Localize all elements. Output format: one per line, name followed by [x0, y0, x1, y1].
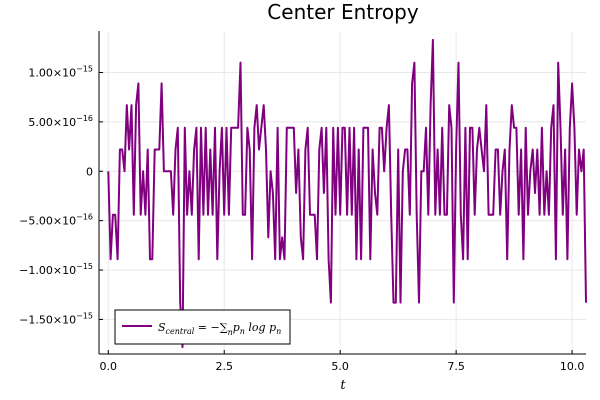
- legend: Scentral = −∑npn log pn: [114, 309, 291, 345]
- y-tick-label: −1.00×10−15: [19, 262, 93, 277]
- y-tick-label: 5.00×10−16: [28, 114, 93, 129]
- ticks: 0.0 2.5 5.0 7.5 10.0 −1.50×10−15 −1.00×10−15 −5…: [19, 64, 584, 373]
- plot-area: [107, 38, 587, 349]
- series-line: [107, 38, 587, 349]
- x-axis-label: t: [340, 378, 346, 393]
- axes: [98, 31, 586, 355]
- legend-label: Scentral = −∑npn log pn: [158, 321, 281, 337]
- y-tick-label: −5.00×10−16: [19, 213, 93, 228]
- y-tick-label: 1.00×10−15: [28, 64, 93, 79]
- y-tick-label: −1.50×10−15: [19, 311, 93, 326]
- chart-title: Center Entropy: [267, 0, 419, 24]
- x-tick-label: 7.5: [447, 360, 465, 373]
- y-tick-label: 0: [86, 165, 93, 178]
- x-tick-label: 0.0: [100, 360, 118, 373]
- x-tick-label: 5.0: [331, 360, 349, 373]
- x-tick-label: 2.5: [215, 360, 233, 373]
- x-tick-label: 10.0: [560, 360, 585, 373]
